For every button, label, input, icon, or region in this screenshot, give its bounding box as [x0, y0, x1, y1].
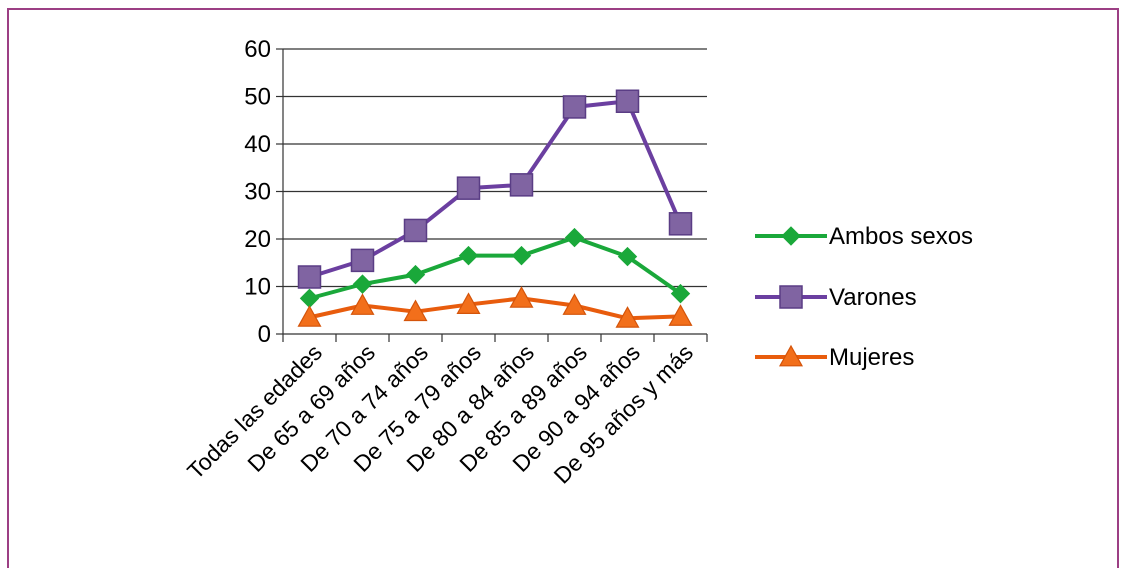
data-point	[509, 286, 534, 308]
data-point	[670, 283, 691, 304]
data-point	[456, 176, 481, 200]
legend-item-ambos-sexos: Ambos sexos	[755, 223, 973, 250]
y-tick-label: 50	[244, 84, 271, 111]
data-point	[511, 245, 532, 266]
data-point	[456, 292, 481, 314]
y-axis-tick-labels: 0 10 20 30 40 50 60	[244, 36, 271, 348]
data-point	[352, 274, 373, 294]
data-point	[403, 218, 428, 243]
chart-frame	[7, 8, 1119, 568]
data-point	[615, 306, 640, 328]
data-point	[297, 305, 322, 327]
data-point	[564, 227, 585, 248]
data-point	[668, 304, 693, 326]
legend-marker	[781, 226, 801, 246]
data-point	[617, 246, 638, 267]
y-tick-label: 0	[258, 321, 271, 348]
data-point	[403, 299, 428, 322]
series-ambos-sexos	[299, 227, 691, 309]
data-point	[509, 173, 534, 197]
y-tick-label: 10	[244, 274, 271, 301]
series	[297, 89, 693, 328]
legend-item-mujeres: Mujeres	[755, 344, 914, 371]
data-point	[615, 89, 640, 113]
legend-label: Mujeres	[829, 344, 914, 371]
data-point	[562, 95, 587, 119]
legend-item-varones: Varones	[755, 284, 917, 311]
series-line	[308, 235, 682, 301]
series-mujeres	[297, 286, 693, 328]
series-line	[309, 296, 681, 321]
series-varones	[297, 89, 693, 289]
axes	[276, 48, 708, 342]
data-point	[350, 248, 375, 273]
data-point	[668, 212, 693, 236]
legend-label: Ambos sexos	[829, 223, 973, 250]
y-tick-label: 20	[244, 226, 271, 253]
data-point	[297, 265, 322, 289]
legend-label: Varones	[829, 284, 917, 311]
data-point	[562, 293, 587, 315]
y-tick-label: 40	[244, 131, 271, 158]
data-point	[458, 245, 479, 266]
y-tick-label: 60	[244, 36, 271, 63]
legend-marker	[779, 285, 803, 309]
data-point	[350, 293, 375, 315]
data-point	[405, 264, 426, 285]
gridlines	[283, 48, 707, 288]
legend-marker	[778, 344, 804, 367]
data-point	[299, 288, 320, 309]
legend: Ambos sexos Varones Mujeres	[755, 223, 973, 371]
y-tick-label: 30	[244, 179, 271, 206]
